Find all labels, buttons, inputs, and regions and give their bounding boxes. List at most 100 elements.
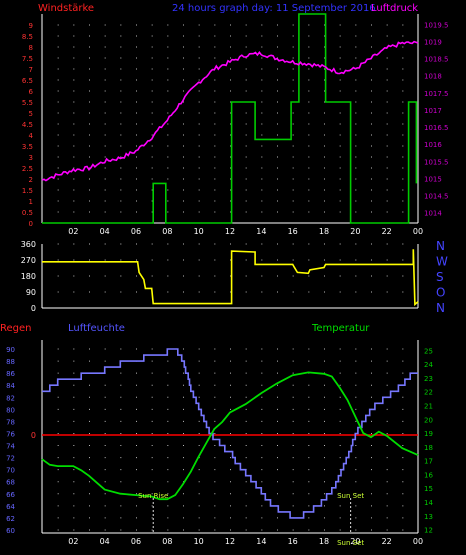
- top-right-tick-label: 1015.5: [424, 158, 449, 166]
- regen-label: Regen: [0, 323, 32, 334]
- top-left-tick-label: 5: [29, 110, 33, 118]
- humidity-tick-label: 78: [6, 418, 15, 426]
- humidity-tick-label: 68: [6, 479, 15, 487]
- top-left-tick-label: 9: [29, 22, 33, 30]
- top-left-tick-label: 3.5: [22, 143, 33, 151]
- compass-label: W: [436, 255, 448, 269]
- temperature-tick-label: 16: [424, 471, 433, 479]
- top-left-tick-label: 0.5: [22, 209, 33, 217]
- bot-x-tick-label: 18: [319, 537, 329, 546]
- temperature-tick-label: 21: [424, 402, 433, 410]
- humidity-tick-label: 64: [6, 503, 15, 511]
- top-left-tick-label: 8.5: [22, 33, 33, 41]
- top-left-tick-label: 8: [29, 44, 33, 52]
- top-left-tick-label: 7.5: [22, 55, 33, 63]
- wind-direction-series: [42, 249, 419, 307]
- temperature-tick-label: 12: [424, 527, 433, 535]
- windstaerke-label: Windstärke: [38, 3, 94, 14]
- top-left-tick-label: 4: [29, 132, 34, 140]
- wind-speed-series: [42, 13, 418, 224]
- mid-grid-dots: [57, 243, 404, 309]
- top-right-tick-label: 1014.5: [424, 193, 449, 201]
- top-x-tick-label: 08: [162, 227, 172, 236]
- bot-x-tick-label: 22: [382, 537, 392, 546]
- top-left-tick-label: 3: [29, 154, 33, 162]
- humidity-tick-label: 90: [6, 346, 15, 354]
- temperature-tick-label: 13: [424, 513, 433, 521]
- direction-tick-label: 90: [26, 288, 36, 297]
- temperature-tick-label: 19: [424, 430, 433, 438]
- temperature-tick-label: 24: [424, 361, 433, 369]
- bot-x-tick-label: 14: [256, 537, 266, 546]
- temperature-tick-label: 22: [424, 389, 433, 397]
- chart-title: 24 hours graph day: 11 September 2016: [172, 3, 376, 14]
- humidity-tick-label: 76: [6, 430, 15, 438]
- top-left-tick-label: 2: [29, 176, 33, 184]
- top-x-tick-label: 22: [382, 227, 392, 236]
- wind-pressure-chart: 02 04 06 08 10 12 14 16 18 20 22 0000.511.522.533.5…: [22, 13, 449, 236]
- temperature-tick-label: 14: [424, 499, 433, 507]
- top-x-tick-label: 18: [319, 227, 329, 236]
- humidity-temperature-chart: 02 04 06 08 10 12 14 16 18 20 22 00 60 62 64 66 68 70 72 74…: [6, 340, 433, 547]
- temperature-tick-label: 15: [424, 485, 433, 493]
- compass-label: N: [436, 301, 445, 315]
- top-x-tick-label: 16: [288, 227, 298, 236]
- top-x-tick-label: 02: [68, 227, 78, 236]
- top-left-tick-label: 2.5: [22, 165, 33, 173]
- bot-x-tick-label: 06: [131, 537, 141, 546]
- top-x-tick-label: 06: [131, 227, 141, 236]
- bot-x-tick-label: 04: [100, 537, 110, 546]
- top-left-tick-label: 5.5: [22, 99, 33, 107]
- temperature-tick-label: 18: [424, 444, 433, 452]
- direction-tick-label: 0: [31, 304, 36, 313]
- compass-label: S: [436, 270, 444, 284]
- humidity-tick-label: 88: [6, 358, 15, 366]
- compass-label: N: [436, 239, 445, 253]
- top-x-tick-label: 04: [100, 227, 110, 236]
- bot-x-tick-label: 16: [288, 537, 298, 546]
- sunrise-label: Sun Rise: [138, 492, 168, 500]
- luftfeuchte-label: Luftfeuchte: [68, 323, 125, 334]
- top-right-tick-label: 1016: [424, 141, 442, 149]
- temperature-tick-label: 20: [424, 416, 433, 424]
- humidity-tick-label: 74: [6, 443, 15, 451]
- direction-tick-label: 270: [21, 256, 36, 265]
- top-right-tick-label: 1016.5: [424, 124, 449, 132]
- sunset-time-label: Sun Set: [337, 539, 364, 547]
- humidity-tick-label: 60: [6, 527, 15, 535]
- temperature-tick-label: 17: [424, 458, 433, 466]
- temperature-tick-label: 25: [424, 347, 433, 355]
- top-left-tick-label: 6.5: [22, 77, 33, 85]
- top-right-tick-label: 1015: [424, 175, 442, 183]
- top-x-tick-label: 10: [194, 227, 204, 236]
- top-right-tick-label: 1018: [424, 73, 442, 81]
- top-right-tick-label: 1017.5: [424, 90, 449, 98]
- top-grid-dots: [57, 24, 404, 224]
- top-right-tick-label: 1017: [424, 107, 442, 115]
- rain-tick-label: 0: [31, 431, 36, 440]
- bot-x-tick-label: 20: [350, 537, 360, 546]
- pressure-series: [41, 40, 419, 182]
- bot-x-tick-label: 12: [225, 537, 235, 546]
- top-x-tick-label: 20: [350, 227, 360, 236]
- humidity-tick-label: 72: [6, 455, 15, 463]
- top-right-tick-label: 1014: [424, 210, 442, 218]
- humidity-series: [42, 348, 418, 519]
- top-x-tick-label: 00: [413, 227, 423, 236]
- top-right-tick-label: 1018.5: [424, 56, 449, 64]
- direction-tick-label: 180: [21, 272, 36, 281]
- temperatur-label: Temperatur: [311, 323, 370, 334]
- top-left-tick-label: 6: [29, 88, 34, 96]
- bot-grid-dots: [57, 348, 404, 531]
- top-left-tick-label: 4.5: [22, 121, 33, 129]
- humidity-tick-label: 70: [6, 467, 15, 475]
- direction-tick-label: 360: [21, 240, 36, 249]
- sunset-label: Sun Set: [337, 492, 364, 500]
- humidity-tick-label: 62: [6, 515, 15, 523]
- compass-label: O: [436, 286, 445, 300]
- bot-x-tick-label: 10: [194, 537, 204, 546]
- top-left-tick-label: 0: [29, 220, 33, 228]
- humidity-tick-label: 82: [6, 394, 15, 402]
